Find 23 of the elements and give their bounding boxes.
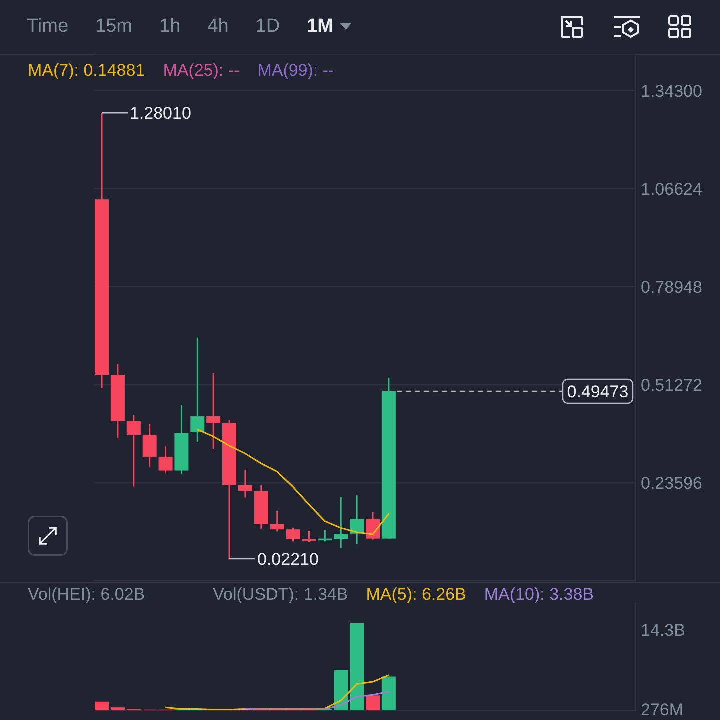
y-tick-label: 0.51272 — [641, 376, 702, 396]
y-tick-label: 1.34300 — [641, 82, 702, 101]
text: 1D — [256, 16, 280, 38]
text: Vol(USDT): 1.34B — [213, 585, 348, 605]
text: Time — [27, 16, 69, 38]
y-tick-label: 1.06624 — [641, 180, 702, 199]
text: MA(5): 6.26B — [366, 585, 466, 605]
annotation: Vol(HEI): 6.02B — [28, 585, 146, 605]
text: MA(10): 3.38B — [484, 585, 594, 605]
legend-label: MA(99): -- — [258, 61, 334, 81]
annotation: 1.28010 — [130, 104, 192, 123]
legend-label: MA(25): -- — [163, 61, 240, 81]
ref-line-label: 0.49473 — [567, 382, 629, 401]
y-tick-label: 0.78948 — [641, 278, 702, 298]
y-tick-label: 276M — [641, 700, 684, 720]
y-tick-label: 0.23596 — [641, 474, 702, 494]
text: 15m — [96, 16, 132, 38]
text: 1M — [307, 16, 334, 38]
y-tick-label: 14.3B — [641, 620, 686, 640]
text: MA(7): 0.14881 — [28, 61, 146, 81]
text: 4h — [208, 16, 229, 38]
text: 1h — [160, 16, 181, 38]
annotation: 0.02210 — [258, 549, 319, 568]
